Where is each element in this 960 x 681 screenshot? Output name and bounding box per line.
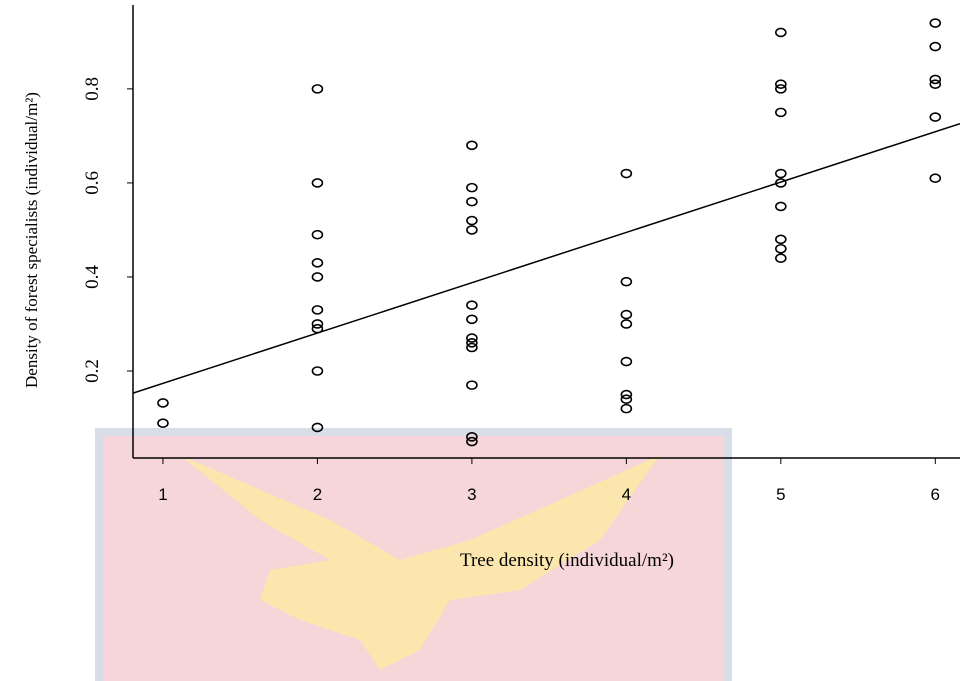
point <box>620 168 633 179</box>
point <box>466 314 478 325</box>
y-tick-label: 0.8 <box>82 77 103 101</box>
point <box>775 201 787 212</box>
point <box>466 380 478 390</box>
point <box>620 389 633 400</box>
point <box>775 234 787 245</box>
point <box>466 225 478 235</box>
point <box>466 436 478 447</box>
point <box>620 319 633 329</box>
point <box>311 305 324 315</box>
point <box>157 418 169 429</box>
point <box>466 342 478 353</box>
y-tick-label: 0.6 <box>82 171 103 195</box>
point <box>311 319 324 329</box>
x-tick-label: 1 <box>158 485 167 504</box>
x-tick-label: 2 <box>313 485 322 504</box>
point <box>775 243 787 254</box>
point <box>157 398 169 408</box>
point <box>311 178 324 188</box>
point <box>466 182 478 193</box>
regression-line <box>132 122 960 394</box>
x-tick-label: 4 <box>622 485 631 504</box>
point <box>311 272 324 282</box>
x-tick-label: 3 <box>467 485 476 504</box>
watermark <box>95 428 732 681</box>
point <box>466 337 478 348</box>
point <box>466 333 478 343</box>
point <box>929 18 942 28</box>
y-axis-label: Density of forest specialists (individua… <box>22 92 41 388</box>
point <box>311 84 324 94</box>
point <box>775 27 787 38</box>
point <box>620 356 633 367</box>
point <box>929 41 942 52</box>
point <box>775 253 787 263</box>
y-tick-label: 0.4 <box>82 265 103 289</box>
y-tick-label: 0.2 <box>82 359 103 383</box>
point <box>929 112 942 122</box>
point <box>620 309 633 320</box>
point <box>775 107 787 118</box>
point <box>620 403 633 414</box>
point <box>775 84 787 94</box>
point <box>311 422 324 433</box>
point <box>929 173 942 184</box>
point <box>466 140 478 151</box>
point <box>466 432 478 442</box>
x-tick-label: 5 <box>776 485 785 504</box>
point <box>775 79 787 89</box>
point <box>620 276 633 287</box>
point <box>620 394 633 405</box>
x-tick-label: 6 <box>931 485 940 504</box>
x-axis-label: Tree density (individual/m²) <box>460 550 674 571</box>
point <box>775 168 787 179</box>
point <box>929 74 942 85</box>
point <box>929 79 942 89</box>
point <box>466 196 478 207</box>
point <box>466 215 478 226</box>
point <box>311 258 324 268</box>
point <box>311 366 324 376</box>
point <box>466 300 478 310</box>
point <box>311 229 324 240</box>
